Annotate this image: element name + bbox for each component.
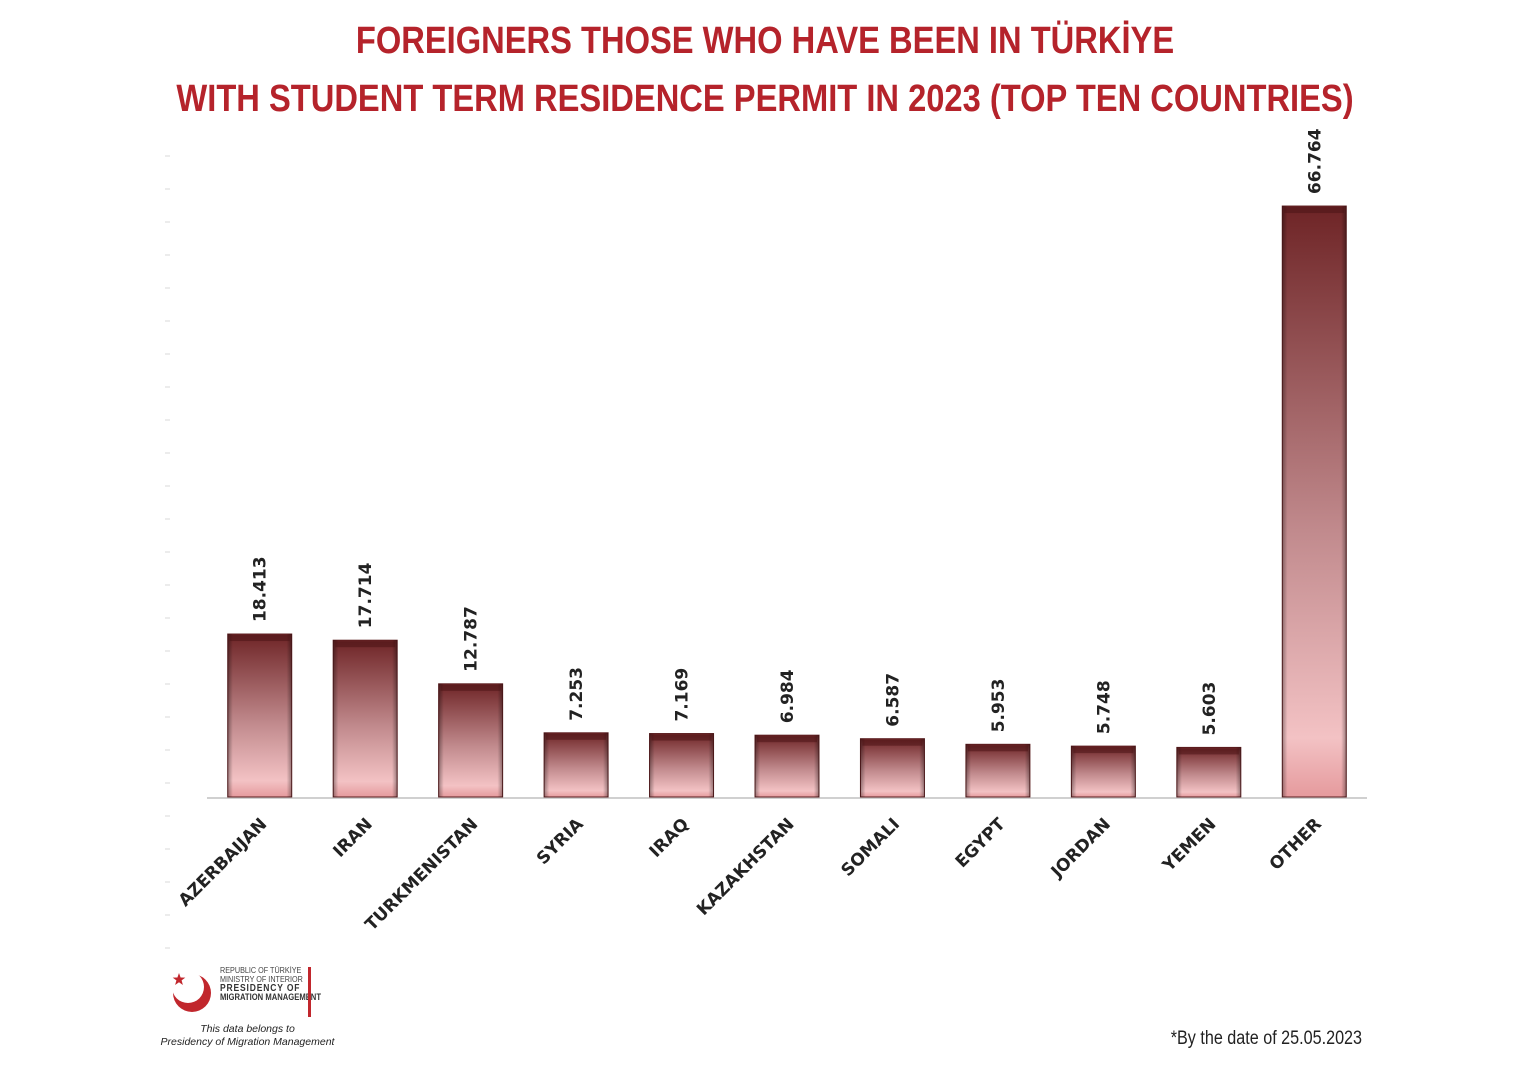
bar-cap xyxy=(335,641,396,648)
bar-cap xyxy=(651,734,712,741)
value-label-azerbaijan: 18.413 xyxy=(251,556,271,622)
presidency-logo: REPUBLIC OF TÜRKİYE MINISTRY OF INTERIOR… xyxy=(160,965,360,1055)
bar-shading xyxy=(227,634,292,797)
ownership-line-2: Presidency of Migration Management xyxy=(160,1036,335,1048)
chart-title-line-2: WITH STUDENT TERM RESIDENCE PERMIT IN 20… xyxy=(176,78,1354,120)
bar-shading xyxy=(755,735,819,797)
bar-shading xyxy=(860,738,925,797)
bar-shading xyxy=(1282,206,1347,797)
data-ownership-note: This data belongs to Presidency of Migra… xyxy=(160,1023,335,1049)
logo-text: REPUBLIC OF TÜRKİYE MINISTRY OF INTERIOR… xyxy=(220,966,321,1002)
bar-cap xyxy=(1178,748,1239,755)
category-label-turkmenistan: TURKMENISTAN xyxy=(361,814,482,935)
value-label-turkmenistan: 12.787 xyxy=(462,606,482,672)
bar-shading xyxy=(1176,747,1241,797)
bar-cap xyxy=(1073,747,1134,754)
value-label-syria: 7.253 xyxy=(567,667,587,721)
value-label-other: 66.764 xyxy=(1305,128,1325,194)
value-label-iraq: 7.169 xyxy=(673,668,693,722)
ownership-line-1: This data belongs to xyxy=(200,1023,295,1035)
bar-cap xyxy=(440,684,501,691)
category-label-other: OTHER xyxy=(1266,814,1326,874)
value-label-iran: 17.714 xyxy=(356,562,376,628)
value-label-kazakhstan: 6.984 xyxy=(778,669,798,723)
category-label-syria: SYRIA xyxy=(533,814,588,869)
category-label-azerbaijan: AZERBAIJAN xyxy=(175,814,271,910)
value-labels-group: 18.413 17.714 12.787 7.253 7.169 6.984 6.587 5.… xyxy=(251,128,1326,735)
bar-shading xyxy=(544,732,609,797)
category-label-yemen: YEMEN xyxy=(1158,814,1220,876)
logo-line-ministry: MINISTRY OF INTERIOR xyxy=(220,974,303,984)
category-label-jordan: JORDAN xyxy=(1047,814,1115,882)
bar-shading xyxy=(333,640,398,797)
logo-divider xyxy=(308,967,311,1017)
date-footnote: *By the date of 25.05.2023 xyxy=(1170,1028,1362,1049)
bar-cap xyxy=(967,745,1028,752)
bar-cap xyxy=(546,733,607,740)
bar-shading xyxy=(1071,746,1136,797)
category-label-iran: IRAN xyxy=(329,814,376,861)
bar-shading xyxy=(649,733,714,797)
crescent-star-logo-icon xyxy=(172,971,211,1012)
bar-cap xyxy=(229,635,290,642)
bar-shading xyxy=(438,683,503,797)
bar-cap xyxy=(1284,207,1345,214)
bar-shading xyxy=(965,744,1030,797)
logo-line-republic: REPUBLIC OF TÜRKİYE xyxy=(220,965,302,975)
category-label-egypt: EGYPT xyxy=(952,814,1010,872)
logo-line-presidency: PRESIDENCY OF xyxy=(220,983,301,994)
bars-group xyxy=(227,205,1347,798)
y-axis-ticks xyxy=(165,155,170,949)
category-label-kazakhstan: KAZAKHSTAN xyxy=(693,814,798,919)
bar-chart: 18.413 17.714 12.787 7.253 7.169 6.984 6.587 5.… xyxy=(165,128,1367,949)
value-label-egypt: 5.953 xyxy=(989,679,1009,733)
value-label-yemen: 5.603 xyxy=(1200,682,1220,736)
category-label-iraq: IRAQ xyxy=(646,814,693,861)
category-label-somali: SOMALI xyxy=(838,814,904,880)
bar-cap xyxy=(862,739,923,746)
bar-cap xyxy=(757,736,817,743)
chart-title-line-1: FOREIGNERS THOSE WHO HAVE BEEN IN TÜRKİY… xyxy=(355,20,1175,62)
logo-line-migration: MIGRATION MANAGEMENT xyxy=(220,992,322,1002)
value-label-somali: 6.587 xyxy=(883,673,903,727)
value-label-jordan: 5.748 xyxy=(1094,680,1114,734)
